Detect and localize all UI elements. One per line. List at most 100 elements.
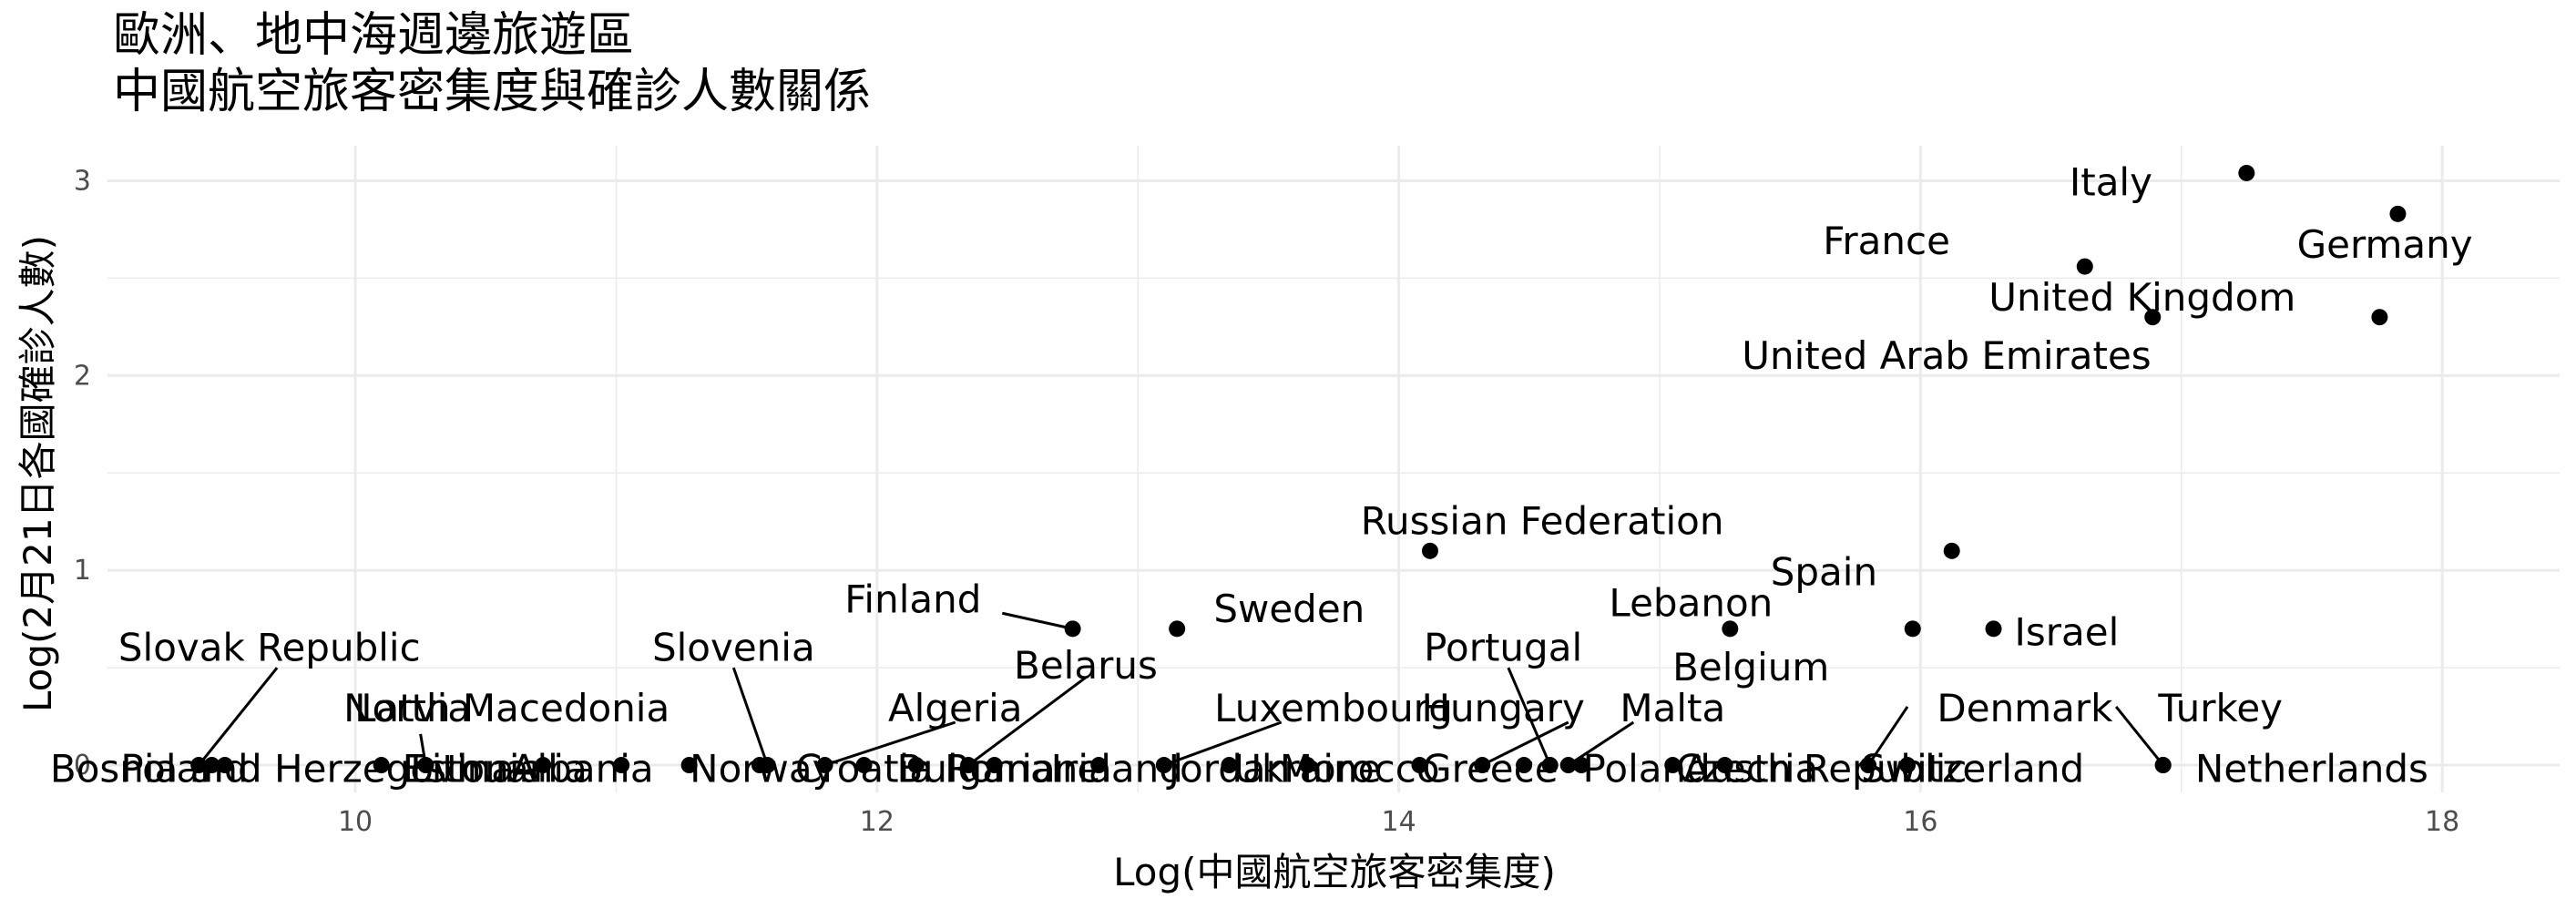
data-point [203,757,220,774]
point-label: Austria [1683,746,1818,791]
data-point [1090,757,1108,774]
point-label: Algeria [888,686,1023,730]
data-point [855,757,873,774]
point-label: Belgium [1672,645,1829,689]
data-point [535,757,552,774]
point-label: Hungary [1421,686,1584,730]
point-label: Israel [2014,610,2119,655]
x-axis-ticks: 10 12 14 16 18 [338,806,2459,838]
data-point [1985,620,2002,638]
data-point [2154,757,2172,774]
point-label: United Kingdom [1988,275,2295,320]
data-point [907,757,925,774]
leader-line [1163,720,1283,767]
data-point [2144,309,2162,326]
point-label: Italy [2070,160,2152,205]
point-label: Russian Federation [1361,499,1724,544]
point-label: Romania [945,746,1112,791]
point-label: Switzerland [1861,746,2084,791]
x-tick-label: 18 [2425,806,2459,838]
point-label: Turkey [2157,686,2283,730]
data-point [1221,757,1238,774]
data-points [190,164,2407,774]
point-label: Albania [511,746,654,791]
x-tick-label: 12 [860,806,894,838]
data-point [816,757,833,774]
y-axis-ticks: 0 1 2 3 [74,165,91,781]
data-point [1516,757,1533,774]
point-label: Slovenia [652,626,815,670]
label-leader-lines [198,611,2164,767]
point-label: Denmark [1937,686,2113,730]
chart-title-line-2: 中國航空旅客密集度與確診人數關係 [113,65,871,119]
point-label: Sweden [1213,587,1365,631]
data-point [960,757,977,774]
point-label: Belarus [1014,643,1158,688]
point-label: Norway [690,746,834,791]
data-point [759,757,776,774]
point-label: Luxembourg [1214,686,1453,730]
data-point [2389,205,2407,222]
data-point [986,757,1003,774]
point-label: Latvia [354,686,471,730]
y-tick-label: 2 [74,360,91,392]
data-point [1541,757,1559,774]
point-label: Malta [1620,686,1725,730]
leader-line [1481,720,1569,767]
leader-line [824,720,956,767]
data-point [1716,757,1733,774]
point-label: Spain [1771,549,1877,594]
data-point [1664,757,1682,774]
point-label: Ukraine [1233,746,1381,791]
grid-lines [107,146,2560,792]
data-point [1299,757,1316,774]
point-label: Lithuania [410,746,588,791]
data-point [2371,309,2388,326]
x-axis-title: Log(中國航空旅客密集度) [1113,850,1556,894]
point-label: Poland [1583,746,1711,791]
data-point [613,757,630,774]
data-point [1943,542,1960,559]
data-point [1169,620,1186,638]
data-point [1421,542,1438,559]
data-point [1904,620,1921,638]
data-point [1573,757,1590,774]
data-point [2076,258,2093,275]
data-point [1559,757,1577,774]
point-label: North Macedonia [343,686,670,730]
point-label: Bulgaria [897,746,1056,791]
y-axis-title: Log(2月21日各國確診人數) [15,235,60,712]
data-point [1860,757,1877,774]
data-point [1411,757,1428,774]
point-label: Morocco [1280,746,1440,791]
x-tick-label: 14 [1382,806,1416,838]
x-tick-label: 16 [1903,806,1937,838]
leader-line [1507,667,1552,766]
data-point [1474,757,1491,774]
data-point [373,757,390,774]
data-point [680,757,698,774]
point-label: Ireland [1051,746,1183,791]
data-point [2238,164,2255,181]
point-label: Slovak Republic [118,626,421,670]
leader-line [967,676,1087,767]
point-label: Netherlands [2195,746,2428,791]
point-label: Lebanon [1609,581,1773,626]
y-tick-label: 3 [74,165,91,197]
y-tick-label: 0 [74,750,91,781]
leader-line [198,667,279,766]
point-label: Croatia [795,746,933,791]
point-label: Czech Republic [1676,746,1968,791]
point-label: United Arab Emirates [1742,333,2151,378]
chart-title-line-1: 歐洲、地中海週邊旅遊區 [113,8,634,63]
point-label: Portugal [1424,626,1582,670]
point-label: Estonia [403,746,544,791]
point-label: Jordan [1166,746,1291,791]
data-point [417,757,434,774]
leader-line [1001,611,1073,630]
point-label: Greece [1422,746,1559,791]
point-label: Germany [2297,222,2473,267]
data-point [1064,620,1081,638]
data-point [1155,757,1172,774]
